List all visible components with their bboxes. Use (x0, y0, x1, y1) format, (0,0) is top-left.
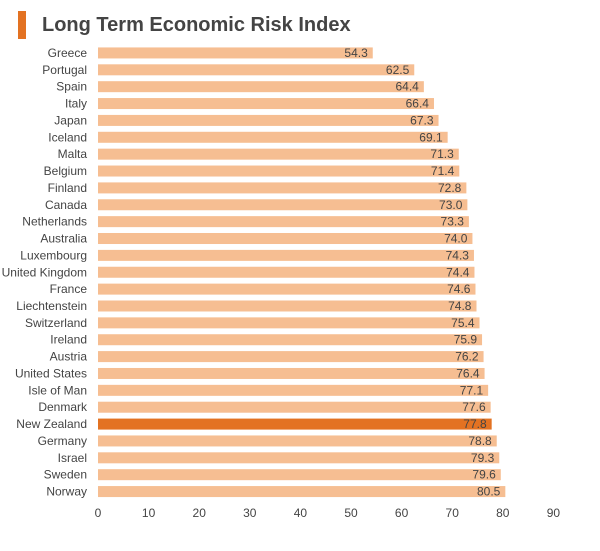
data-label: 72.8 (438, 181, 462, 195)
category-label: Spain (56, 80, 87, 94)
x-tick-label: 20 (193, 506, 207, 520)
bar-israel (98, 452, 500, 464)
data-label: 71.3 (430, 147, 454, 161)
bar-japan (98, 114, 439, 126)
bar-greece (98, 47, 373, 59)
category-label: Greece (48, 46, 88, 60)
data-label: 71.4 (431, 164, 455, 178)
bar-austria (98, 351, 484, 363)
bar-malta (98, 148, 459, 160)
data-label: 66.4 (406, 97, 430, 111)
data-label: 75.9 (454, 333, 478, 347)
category-label: Israel (58, 451, 87, 465)
category-label: Isle of Man (28, 383, 87, 397)
data-label: 73.3 (441, 215, 465, 229)
data-label: 74.3 (446, 248, 470, 262)
category-label: Liechtenstein (16, 299, 87, 313)
x-tick-label: 80 (496, 506, 510, 520)
bar-united-kingdom (98, 266, 475, 278)
category-label: Ireland (50, 333, 87, 347)
bar-norway (98, 486, 506, 498)
bar-isle-of-man (98, 384, 489, 396)
data-label: 77.8 (463, 417, 487, 431)
data-label: 74.4 (446, 265, 470, 279)
category-label: Luxembourg (20, 248, 87, 262)
x-tick-label: 0 (95, 506, 102, 520)
data-label: 64.4 (396, 80, 420, 94)
bar-sweden (98, 469, 501, 481)
category-label: Germany (38, 434, 87, 448)
data-label: 74.0 (444, 232, 468, 246)
data-label: 54.3 (344, 46, 368, 60)
data-label: 80.5 (477, 485, 501, 499)
category-label: Finland (48, 181, 87, 195)
bar-new-zealand (98, 418, 492, 430)
title-accent-bar (18, 11, 26, 39)
category-label: United States (15, 366, 87, 380)
bar-iceland (98, 131, 448, 143)
chart-title-block: Long Term Economic Risk Index (18, 10, 351, 40)
bar-portugal (98, 64, 415, 76)
x-tick-label: 90 (547, 506, 561, 520)
category-label: Norway (46, 485, 87, 499)
data-label: 79.6 (472, 468, 496, 482)
bar-denmark (98, 401, 491, 413)
data-label: 67.3 (410, 113, 434, 127)
category-label: New Zealand (16, 417, 87, 431)
category-label: Netherlands (22, 215, 87, 229)
x-tick-label: 30 (243, 506, 257, 520)
bar-switzerland (98, 317, 480, 329)
category-label: Italy (65, 97, 87, 111)
category-label: Canada (45, 198, 87, 212)
category-label: United Kingdom (2, 265, 87, 279)
bar-france (98, 283, 476, 295)
data-label: 73.0 (439, 198, 463, 212)
bar-australia (98, 233, 473, 245)
data-label: 79.3 (471, 451, 495, 465)
x-tick-label: 50 (344, 506, 358, 520)
data-label: 62.5 (386, 63, 410, 77)
data-label: 69.1 (419, 130, 443, 144)
x-tick-label: 40 (294, 506, 308, 520)
chart-title: Long Term Economic Risk Index (42, 13, 351, 36)
bar-spain (98, 81, 424, 93)
bar-liechtenstein (98, 300, 477, 312)
x-tick-label: 70 (446, 506, 460, 520)
category-label: France (50, 282, 88, 296)
category-label: Malta (58, 147, 88, 161)
data-label: 74.6 (447, 282, 471, 296)
data-label: 74.8 (448, 299, 472, 313)
category-label: Sweden (44, 468, 87, 482)
bar-germany (98, 435, 497, 447)
category-label: Iceland (48, 130, 87, 144)
data-label: 75.4 (451, 316, 475, 330)
category-label: Portugal (42, 63, 87, 77)
data-label: 76.2 (455, 350, 479, 364)
bar-canada (98, 199, 468, 211)
x-tick-label: 10 (142, 506, 156, 520)
bar-italy (98, 98, 434, 110)
data-label: 77.1 (460, 383, 484, 397)
category-label: Austria (50, 350, 88, 364)
x-tick-label: 60 (395, 506, 409, 520)
data-label: 76.4 (456, 366, 480, 380)
bar-united-states (98, 367, 485, 379)
bar-luxembourg (98, 249, 474, 261)
bar-belgium (98, 165, 460, 177)
data-label: 78.8 (468, 434, 492, 448)
bar-netherlands (98, 216, 469, 228)
category-label: Japan (54, 113, 87, 127)
category-label: Belgium (44, 164, 87, 178)
category-label: Denmark (38, 400, 88, 414)
bar-ireland (98, 334, 483, 346)
category-label: Australia (40, 232, 87, 246)
category-label: Switzerland (25, 316, 87, 330)
data-label: 77.6 (462, 400, 486, 414)
bar-finland (98, 182, 467, 194)
